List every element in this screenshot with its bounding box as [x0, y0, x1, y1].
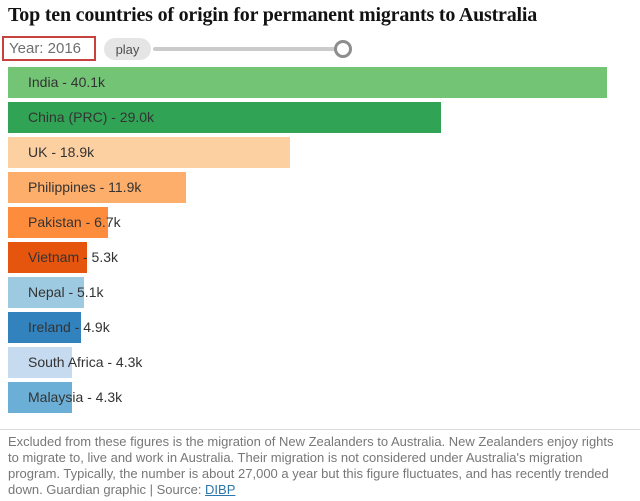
bar: [8, 312, 81, 343]
bar-label: Vietnam - 5.3k: [28, 249, 119, 265]
bar-row: Malaysia - 4.3k: [8, 382, 608, 413]
year-slider-track[interactable]: [153, 47, 352, 51]
bar-row: Pakistan - 6.7k: [8, 207, 608, 238]
source-link[interactable]: DIBP: [205, 482, 236, 497]
bar-label: India - 40.1k: [28, 74, 106, 90]
bar-row: UK - 18.9k: [8, 137, 608, 168]
bar-label: Ireland - 4.9k: [28, 319, 110, 335]
bar-row: Philippines - 11.9k: [8, 172, 608, 203]
play-button[interactable]: play: [104, 38, 151, 60]
bar-label: Nepal - 5.1k: [28, 284, 104, 300]
bar-row: South Africa - 4.3k: [8, 347, 608, 378]
bar-label: South Africa - 4.3k: [28, 354, 143, 370]
bar-label: Philippines - 11.9k: [28, 179, 142, 195]
bar: [8, 382, 72, 413]
bar-label: China (PRC) - 29.0k: [28, 109, 155, 125]
year-controls: Year: 2016 play: [0, 36, 640, 62]
year-slider-handle[interactable]: [334, 40, 352, 58]
page-title: Top ten countries of origin for permanen…: [8, 4, 538, 26]
bar: [8, 207, 108, 238]
bar: [8, 102, 441, 133]
bar-row: Vietnam - 5.3k: [8, 242, 608, 273]
footer-note: Excluded from these figures is the migra…: [8, 434, 624, 498]
bar: [8, 172, 186, 203]
year-label: Year: 2016: [9, 40, 82, 57]
bar: [8, 347, 72, 378]
bar: [8, 137, 290, 168]
footer-note-text: Excluded from these figures is the migra…: [8, 434, 614, 497]
bar: [8, 277, 84, 308]
bar-chart: India - 40.1k China (PRC) - 29.0k UK - 1…: [8, 67, 608, 417]
bar-row: Nepal - 5.1k: [8, 277, 608, 308]
bar: [8, 242, 87, 273]
bar-label: Pakistan - 6.7k: [28, 214, 121, 230]
bar-label: UK - 18.9k: [28, 144, 95, 160]
bar-row: China (PRC) - 29.0k: [8, 102, 608, 133]
bar-row: India - 40.1k: [8, 67, 608, 98]
bar-row: Ireland - 4.9k: [8, 312, 608, 343]
footer-divider: [0, 429, 640, 430]
bar: [8, 67, 607, 98]
bar-label: Malaysia - 4.3k: [28, 389, 123, 405]
year-indicator: Year: 2016: [2, 36, 96, 61]
